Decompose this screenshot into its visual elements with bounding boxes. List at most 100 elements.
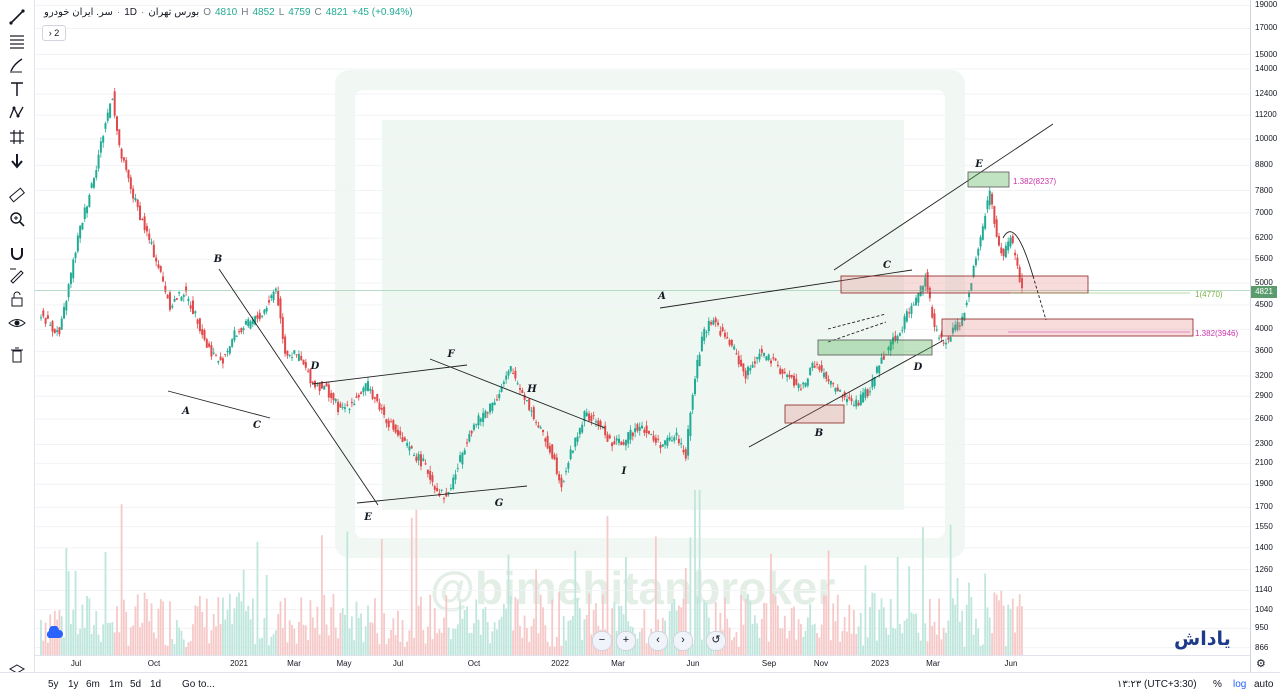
zoom-out-button[interactable]: −	[592, 631, 612, 651]
scroll-left-button[interactable]: ‹	[648, 631, 668, 651]
time-tick: Oct	[147, 659, 161, 668]
volume-bar	[1007, 604, 1010, 655]
volume-bar	[818, 637, 821, 655]
interval[interactable]: 1D	[124, 7, 138, 18]
volume-bar	[991, 633, 993, 655]
candle-body	[332, 393, 335, 401]
symbol-name[interactable]: سر. ایران خودرو	[44, 7, 113, 18]
volume-bar	[325, 624, 328, 655]
volume-bar	[625, 556, 627, 655]
volume-bar	[866, 637, 869, 655]
candle-body	[240, 328, 243, 333]
timezone[interactable]: ۱۳:۲۳ (UTC+3:30)	[1117, 679, 1197, 690]
text-icon[interactable]	[5, 79, 29, 99]
volume-bar	[648, 641, 650, 655]
volume-bar	[452, 628, 455, 655]
candle-body	[194, 311, 197, 314]
candle-body	[463, 450, 466, 455]
candle-body	[251, 319, 254, 325]
candle-body	[311, 381, 314, 383]
prediction-icon[interactable]	[5, 127, 29, 147]
price-tick: 950	[1255, 623, 1269, 633]
volume-bar	[1009, 608, 1012, 655]
target-zone	[967, 171, 1010, 188]
lock-icon[interactable]	[5, 289, 29, 309]
volume-bar	[876, 640, 878, 655]
trash-icon[interactable]	[5, 345, 29, 365]
volume-bar	[977, 628, 980, 655]
brush-icon[interactable]	[5, 55, 29, 75]
pattern-icon[interactable]	[5, 103, 29, 123]
volume-bar	[215, 626, 217, 655]
range-1y[interactable]: 1y	[68, 679, 79, 690]
candle-body	[60, 318, 63, 330]
settings-icon[interactable]: ⚙	[1256, 658, 1266, 670]
arrow-down-icon[interactable]	[5, 151, 29, 171]
candle-body	[852, 404, 855, 406]
volume-bar	[972, 634, 975, 655]
stay-drawing-icon[interactable]	[5, 265, 29, 285]
candle-body	[915, 297, 918, 306]
candle-body	[51, 321, 54, 332]
volume-bar	[327, 635, 330, 655]
candle-body	[963, 312, 966, 321]
volume-bar	[641, 628, 643, 655]
candle-body	[456, 468, 459, 470]
scroll-right-button[interactable]: ›	[673, 631, 693, 651]
reset-chart-button[interactable]: ↺	[706, 631, 726, 651]
volume-bar	[756, 623, 759, 655]
candle-body	[159, 266, 162, 272]
volume-bar	[519, 625, 521, 655]
price-tick: 1040	[1255, 604, 1273, 614]
volume-bar	[293, 628, 296, 655]
chart-pane[interactable]: @bimehitanbroker A B C D E F G H I A B C D E 1.382(8237…	[35, 0, 1250, 672]
candle-body	[680, 443, 683, 445]
magnet-icon[interactable]	[5, 243, 29, 263]
volume-bar	[714, 602, 717, 655]
fib-retracement-icon[interactable]	[5, 31, 29, 51]
indicators-toggle[interactable]: › 2	[42, 25, 66, 41]
volume-bar	[318, 634, 321, 655]
eye-icon[interactable]	[5, 313, 29, 333]
trend-line-icon[interactable]	[5, 7, 29, 27]
range-5d[interactable]: 5d	[130, 679, 142, 690]
candle-body	[905, 311, 908, 322]
price-tick: 5600	[1255, 254, 1273, 264]
volume-bar	[894, 628, 897, 655]
drawing-toolbar	[0, 0, 35, 678]
volume-bar	[770, 553, 772, 655]
volume-bar	[433, 608, 436, 655]
candle-body	[1004, 245, 1007, 258]
candle-body	[191, 300, 194, 315]
log-toggle[interactable]: log	[1233, 679, 1247, 690]
candle-body	[166, 294, 169, 299]
volume-bar	[1021, 606, 1023, 655]
price-axis[interactable]: 19000 17000 15000 14000 12400 11200 10000 8800 7…	[1250, 0, 1280, 672]
volume-bar	[357, 617, 360, 655]
goto-button[interactable]: Go to...	[182, 679, 215, 690]
volume-bar	[364, 626, 367, 655]
candle-body	[574, 437, 577, 447]
range-6m[interactable]: 6m	[86, 679, 100, 690]
projection-arrow	[1032, 275, 1047, 321]
candle-body	[399, 431, 402, 436]
range-1d[interactable]: 1d	[150, 679, 162, 690]
volume-bar	[394, 635, 397, 655]
candle-body	[788, 374, 791, 378]
range-1m[interactable]: 1m	[109, 679, 123, 690]
ruler-icon[interactable]	[5, 185, 29, 205]
auto-toggle[interactable]: auto	[1254, 679, 1274, 690]
zoom-in-button[interactable]: +	[616, 631, 636, 651]
time-axis[interactable]	[35, 655, 1250, 673]
cloud-icon[interactable]	[44, 625, 64, 640]
candle-body	[219, 356, 222, 361]
candle-body	[350, 401, 353, 404]
zoom-in-icon[interactable]	[5, 209, 29, 229]
percent-toggle[interactable]: %	[1213, 679, 1222, 690]
candle-body	[390, 421, 393, 423]
volume-bar	[436, 633, 438, 655]
volume-bar	[940, 639, 943, 655]
volume-bar	[493, 622, 496, 655]
candle-body	[781, 369, 784, 374]
range-5y[interactable]: 5y	[48, 679, 59, 690]
